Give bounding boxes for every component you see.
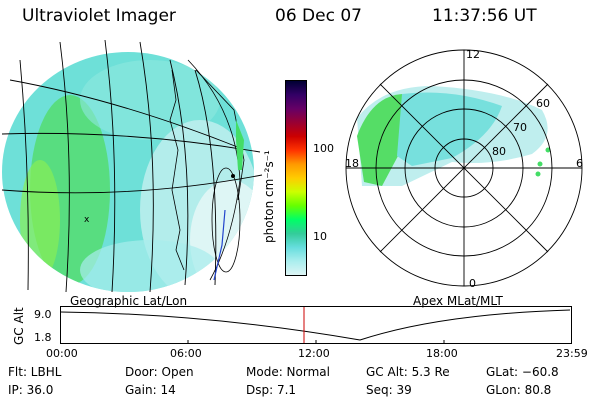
geographic-label: Geographic Lat/Lon xyxy=(70,294,188,308)
lat-label-60: 60 xyxy=(536,97,550,110)
instrument-title: Ultraviolet Imager xyxy=(22,6,176,26)
time-tick-1200: 12:00 xyxy=(298,347,330,360)
seq-info: Seq: 39 xyxy=(366,383,412,397)
colorbar xyxy=(285,80,307,276)
colorbar-unit-label: photon cm⁻²s⁻¹ xyxy=(262,150,276,243)
colorbar-tick-100: 100 xyxy=(313,142,334,155)
time-tick-2359: 23:59 xyxy=(556,347,588,360)
mlt-label-12: 12 xyxy=(466,48,480,61)
glon-info: GLon: 80.8 xyxy=(486,383,552,397)
altitude-ytick-9: 9.0 xyxy=(34,308,52,321)
time-tick-1800: 18:00 xyxy=(426,347,458,360)
altitude-ylabel: GC Alt xyxy=(12,307,26,345)
mode-info: Mode: Normal xyxy=(246,365,330,379)
filter-info: Flt: LBHL xyxy=(8,365,62,379)
gc-alt-info: GC Alt: 5.3 Re xyxy=(366,365,450,379)
glat-info: GLat: −60.8 xyxy=(486,365,559,379)
mlt-label-6: 6 xyxy=(576,157,583,170)
dsp-info: Dsp: 7.1 xyxy=(246,383,297,397)
polar-plot xyxy=(345,49,583,287)
door-info: Door: Open xyxy=(125,365,194,379)
mlt-label-0: 0 xyxy=(469,277,476,290)
ip-info: IP: 36.0 xyxy=(8,383,54,397)
svg-text:x: x xyxy=(84,215,90,225)
geographic-image: x xyxy=(1,40,263,292)
gain-info: Gain: 14 xyxy=(125,383,176,397)
time-label: 11:37:56 UT xyxy=(432,6,537,26)
lat-label-80: 80 xyxy=(492,145,506,158)
date-label: 06 Dec 07 xyxy=(275,6,362,26)
time-tick-0600: 06:00 xyxy=(170,347,202,360)
time-tick-0000: 00:00 xyxy=(46,347,78,360)
altitude-ytick-1.8: 1.8 xyxy=(34,331,52,344)
altitude-plot xyxy=(60,306,572,344)
apex-label: Apex MLat/MLT xyxy=(413,294,503,308)
colorbar-tick-10: 10 xyxy=(313,230,327,243)
lat-label-70: 70 xyxy=(513,121,527,134)
mlt-label-18: 18 xyxy=(345,157,359,170)
